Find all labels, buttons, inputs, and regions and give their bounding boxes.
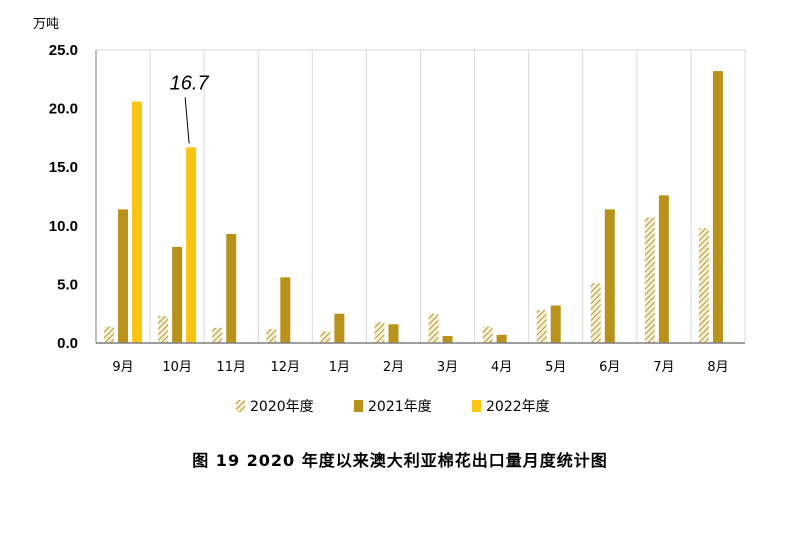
bar-2020年度-8月: [698, 228, 709, 343]
y-tick-label: 20.0: [49, 101, 78, 118]
y-axis-unit-label: 万吨: [33, 17, 59, 32]
bars: [96, 71, 745, 344]
bar-2021年度-10月: [172, 246, 183, 343]
x-tick-label: 12月: [271, 360, 301, 375]
x-tick-label: 8月: [707, 360, 728, 375]
y-tick-label: 25.0: [49, 42, 78, 59]
bar-2021年度-6月: [604, 209, 615, 343]
bar-2021年度-8月: [712, 71, 723, 343]
legend-swatch: [236, 400, 245, 412]
y-tick-label: 10.0: [49, 218, 78, 235]
x-tick-label: 11月: [216, 360, 246, 375]
bar-2021年度-5月: [550, 305, 561, 343]
annotations: 16.7: [170, 72, 210, 144]
grid-lines: [95, 49, 746, 343]
legend-swatch: [354, 400, 363, 412]
legend-label: 2022年度: [486, 399, 550, 415]
x-tick-label: 9月: [112, 360, 133, 375]
x-tick-label: 4月: [491, 360, 512, 375]
bar-2021年度-4月: [496, 334, 507, 343]
bar-2020年度-9月: [104, 326, 115, 343]
bar-2021年度-11月: [226, 234, 237, 343]
bar-2020年度-10月: [158, 316, 169, 343]
x-tick-label: 3月: [437, 360, 458, 375]
bar-2021年度-9月: [118, 209, 129, 343]
x-axis-ticks: 9月 10月 11月 12月 1月 2月 3月 4月 5月 6月 7月 8月: [112, 360, 728, 375]
bar-2021年度-1月: [334, 313, 345, 343]
legend-label: 2020年度: [250, 399, 314, 415]
x-tick-label: 2月: [383, 360, 404, 375]
bar-2020年度-12月: [266, 328, 277, 343]
bar-2020年度-11月: [212, 327, 223, 343]
bar-2020年度-4月: [482, 326, 493, 343]
bar-2021年度-2月: [388, 324, 399, 343]
callout-label: 16.7: [170, 72, 210, 94]
bar-2022年度-9月: [132, 101, 143, 344]
callout-leader-line: [184, 97, 190, 144]
legend-swatch: [472, 400, 481, 412]
y-tick-label: 5.0: [57, 276, 78, 293]
legend-label: 2021年度: [368, 399, 432, 415]
figure-caption: 图 19 2020 年度以来澳大利亚棉花出口量月度统计图: [192, 451, 608, 470]
x-tick-label: 1月: [329, 360, 350, 375]
x-tick-label: 7月: [653, 360, 674, 375]
bar-2020年度-7月: [644, 217, 655, 343]
x-tick-label: 10月: [162, 360, 192, 375]
bar-2021年度-12月: [280, 277, 291, 343]
y-tick-label: 0.0: [57, 335, 78, 352]
y-tick-label: 15.0: [49, 159, 78, 176]
bar-2021年度-7月: [658, 195, 669, 343]
bar-2020年度-3月: [428, 313, 439, 343]
bar-2020年度-5月: [536, 310, 547, 343]
bar-2021年度-3月: [442, 335, 453, 343]
x-tick-label: 6月: [599, 360, 620, 375]
bar-2022年度-10月: [186, 147, 197, 343]
bar-2020年度-6月: [590, 283, 601, 343]
bar-2020年度-1月: [320, 331, 331, 343]
bar-chart: 万吨 0.0 5.0 10.0 15.0 20.0 25.0 9月 10月 11月 12月 1月 2…: [33, 17, 746, 415]
y-axis-ticks: 0.0 5.0 10.0 15.0 20.0 25.0: [49, 42, 78, 352]
legend: 2020年度 2021年度 2022年度: [236, 399, 550, 415]
bar-2020年度-2月: [374, 321, 385, 343]
x-tick-label: 5月: [545, 360, 566, 375]
